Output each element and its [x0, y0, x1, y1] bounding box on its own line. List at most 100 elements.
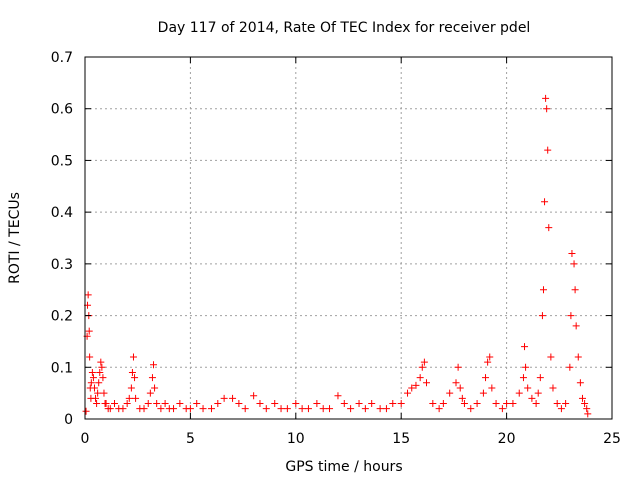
data-point — [397, 399, 405, 407]
data-point — [326, 405, 334, 413]
data-point — [148, 374, 156, 382]
data-point — [479, 389, 487, 397]
data-point — [199, 405, 207, 413]
data-point — [92, 394, 100, 402]
data-point — [429, 399, 437, 407]
data-point — [304, 405, 312, 413]
data-point — [355, 399, 363, 407]
data-point — [492, 399, 500, 407]
data-point — [256, 399, 264, 407]
data-point — [482, 374, 490, 382]
data-point — [84, 291, 92, 299]
data-point — [557, 405, 565, 413]
data-point — [547, 353, 555, 361]
x-tick-label: 10 — [287, 431, 305, 447]
data-point — [578, 394, 586, 402]
data-point — [583, 405, 591, 413]
data-point — [576, 379, 584, 387]
data-point — [567, 312, 575, 320]
data-point — [389, 399, 397, 407]
data-point — [176, 399, 184, 407]
data-point — [515, 389, 523, 397]
x-tick-label: 5 — [186, 431, 195, 447]
data-point — [519, 374, 527, 382]
data-point — [408, 384, 416, 392]
y-tick-label: 0.4 — [51, 205, 73, 221]
data-point — [170, 405, 178, 413]
data-point — [102, 399, 110, 407]
data-point — [572, 322, 580, 330]
data-point — [88, 368, 96, 376]
data-point — [412, 381, 420, 389]
data-point — [161, 399, 169, 407]
data-point — [542, 94, 550, 102]
data-point — [439, 399, 447, 407]
data-point — [123, 399, 131, 407]
data-point — [498, 405, 506, 413]
data-point — [157, 405, 165, 413]
data-point — [536, 374, 544, 382]
data-point — [473, 399, 481, 407]
data-point — [454, 363, 462, 371]
data-point — [229, 394, 237, 402]
data-point — [271, 399, 279, 407]
data-point — [539, 286, 547, 294]
data-point — [85, 327, 93, 335]
data-point — [140, 405, 148, 413]
data-point — [87, 379, 95, 387]
data-point — [435, 405, 443, 413]
data-point — [446, 389, 454, 397]
data-point — [382, 405, 390, 413]
x-tick-label: 0 — [81, 431, 90, 447]
data-point — [100, 389, 108, 397]
data-point — [584, 410, 592, 418]
data-point — [543, 105, 551, 113]
chart-title: Day 117 of 2014, Rate Of TEC Index for r… — [158, 20, 531, 36]
data-point — [131, 374, 139, 382]
data-point — [313, 399, 321, 407]
y-tick-label: 0.1 — [51, 360, 73, 376]
y-tick-label: 0.6 — [51, 102, 73, 118]
plot-frame — [84, 56, 613, 420]
data-point — [376, 405, 384, 413]
y-tick-label: 0.3 — [51, 257, 73, 273]
y-tick-label: 0 — [64, 412, 73, 428]
data-point — [90, 384, 98, 392]
data-point — [538, 312, 546, 320]
data-point — [509, 399, 517, 407]
data-point — [418, 363, 426, 371]
data-point — [82, 407, 90, 415]
data-point — [283, 405, 291, 413]
data-point — [458, 394, 466, 402]
data-point — [571, 286, 579, 294]
data-point — [125, 394, 133, 402]
x-axis-title: GPS time / hours — [285, 459, 402, 475]
data-point — [250, 392, 258, 400]
data-point — [241, 405, 249, 413]
data-point — [416, 374, 424, 382]
data-point — [89, 374, 97, 382]
data-point — [319, 405, 327, 413]
data-point — [277, 405, 285, 413]
data-point — [534, 389, 542, 397]
data-point — [544, 146, 552, 154]
data-point — [486, 353, 494, 361]
data-point — [86, 353, 94, 361]
y-tick-label: 0.2 — [51, 309, 73, 325]
data-point — [568, 250, 576, 258]
data-point — [422, 379, 430, 387]
data-point — [150, 361, 158, 369]
data-point — [452, 379, 460, 387]
data-point — [98, 363, 106, 371]
data-point — [503, 399, 511, 407]
data-point — [334, 392, 342, 400]
data-point — [151, 384, 159, 392]
data-point — [484, 358, 492, 366]
data-point — [581, 399, 589, 407]
axis-ticks: 0 5 10 15 20 25 0 0.1 0.2 0.3 0.4 0.5 0.6 0.7 — [51, 50, 621, 447]
data-point — [99, 374, 107, 382]
y-axis-title: ROTI / TECUs — [7, 192, 23, 284]
data-point — [368, 399, 376, 407]
data-point — [262, 405, 270, 413]
data-point — [97, 358, 105, 366]
